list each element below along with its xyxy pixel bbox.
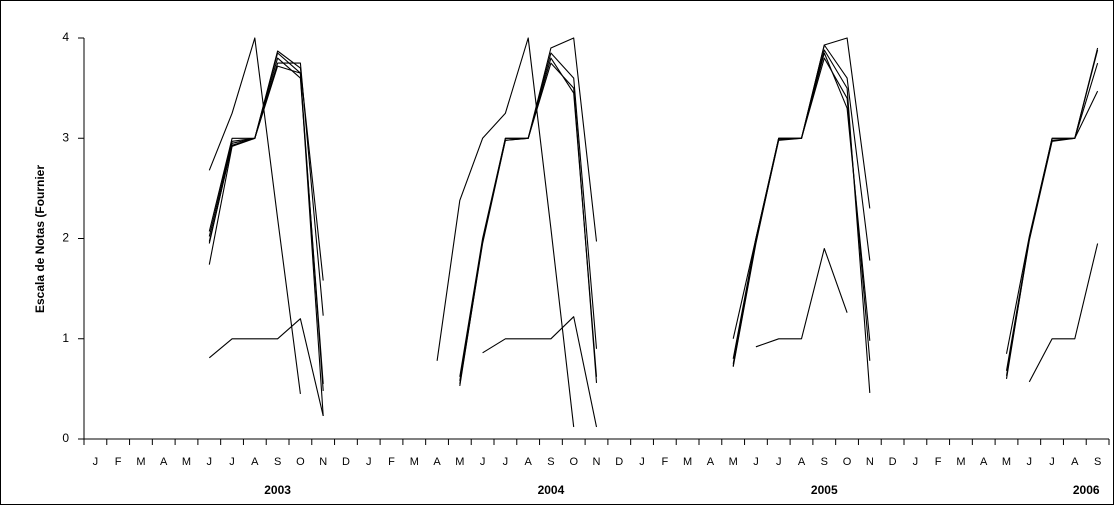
series-line — [208, 65, 324, 416]
x-tick-label: J — [753, 456, 759, 468]
series-line — [208, 37, 301, 394]
y-axis-title: Escala de Notas (Fournier — [33, 165, 47, 313]
x-tick-label: J — [913, 456, 919, 468]
x-tick-label: M — [182, 456, 191, 468]
series-line — [208, 57, 324, 384]
year-label: 2005 — [811, 483, 838, 497]
x-tick-label: A — [707, 456, 715, 468]
series-line — [1005, 90, 1099, 379]
x-tick-label: A — [433, 456, 441, 468]
y-tick-label: 0 — [62, 431, 69, 445]
series-line — [1028, 243, 1099, 383]
x-tick-label: M — [683, 456, 692, 468]
x-tick-label: A — [524, 456, 532, 468]
x-tick-label: N — [319, 456, 327, 468]
series-line — [482, 316, 598, 428]
x-tick-label: J — [503, 456, 509, 468]
x-tick-label: J — [639, 456, 645, 468]
series-line — [732, 57, 871, 366]
x-tick-label: M — [455, 456, 464, 468]
year-label: 2006 — [1073, 483, 1100, 497]
x-tick-label: F — [935, 456, 942, 468]
series-line — [1005, 49, 1099, 371]
x-tick-label: J — [480, 456, 486, 468]
series-line — [1005, 62, 1099, 376]
x-tick-label: J — [93, 456, 99, 468]
x-tick-label: S — [1094, 456, 1101, 468]
x-tick-label: A — [251, 456, 259, 468]
series-line — [732, 52, 871, 367]
x-tick-label: O — [569, 456, 578, 468]
x-tick-label: F — [388, 456, 395, 468]
x-tick-label: J — [207, 456, 213, 468]
x-tick-label: S — [274, 456, 281, 468]
series-line — [459, 62, 598, 384]
x-tick-label: O — [843, 456, 852, 468]
series-line — [1005, 47, 1099, 354]
series-line — [436, 37, 575, 428]
x-tick-label: A — [980, 456, 988, 468]
x-tick-label: J — [1049, 456, 1055, 468]
x-tick-label: M — [956, 456, 965, 468]
y-tick-label: 4 — [62, 30, 69, 44]
x-tick-label: D — [889, 456, 897, 468]
y-axis-ticks: 0 1 2 3 4 — [62, 30, 84, 445]
series-line — [459, 52, 598, 381]
x-tick-label: J — [776, 456, 782, 468]
y-tick-label: 2 — [62, 231, 69, 245]
x-tick-label: A — [1071, 456, 1079, 468]
y-tick-label: 3 — [62, 130, 69, 144]
x-tick-label: A — [798, 456, 806, 468]
x-tick-label: J — [229, 456, 235, 468]
x-tick-label: O — [296, 456, 305, 468]
x-tick-label: F — [661, 456, 668, 468]
series-line — [755, 247, 848, 348]
x-tick-label: N — [593, 456, 601, 468]
x-tick-label: A — [160, 456, 168, 468]
series-line — [732, 44, 871, 359]
x-tick-label: F — [115, 456, 122, 468]
x-tick-label: J — [366, 456, 372, 468]
series-lines — [208, 37, 1099, 428]
year-label: 2003 — [264, 483, 291, 497]
x-tick-label: D — [342, 456, 350, 468]
x-tick-label: S — [821, 456, 828, 468]
x-tick-label: M — [1002, 456, 1011, 468]
x-tick-label: J — [1027, 456, 1033, 468]
x-tick-label: M — [136, 456, 145, 468]
x-tick-label: N — [866, 456, 874, 468]
year-label: 2004 — [538, 483, 565, 497]
series-line — [208, 318, 324, 417]
x-tick-label: D — [615, 456, 623, 468]
x-tick-label: S — [547, 456, 554, 468]
y-tick-label: 1 — [62, 331, 69, 345]
x-tick-label: M — [729, 456, 738, 468]
x-tick-label: M — [410, 456, 419, 468]
series-line — [459, 57, 598, 386]
year-labels: 2003 2004 2005 2006 — [264, 483, 1100, 497]
series-line — [732, 37, 871, 339]
series-line — [732, 49, 871, 393]
